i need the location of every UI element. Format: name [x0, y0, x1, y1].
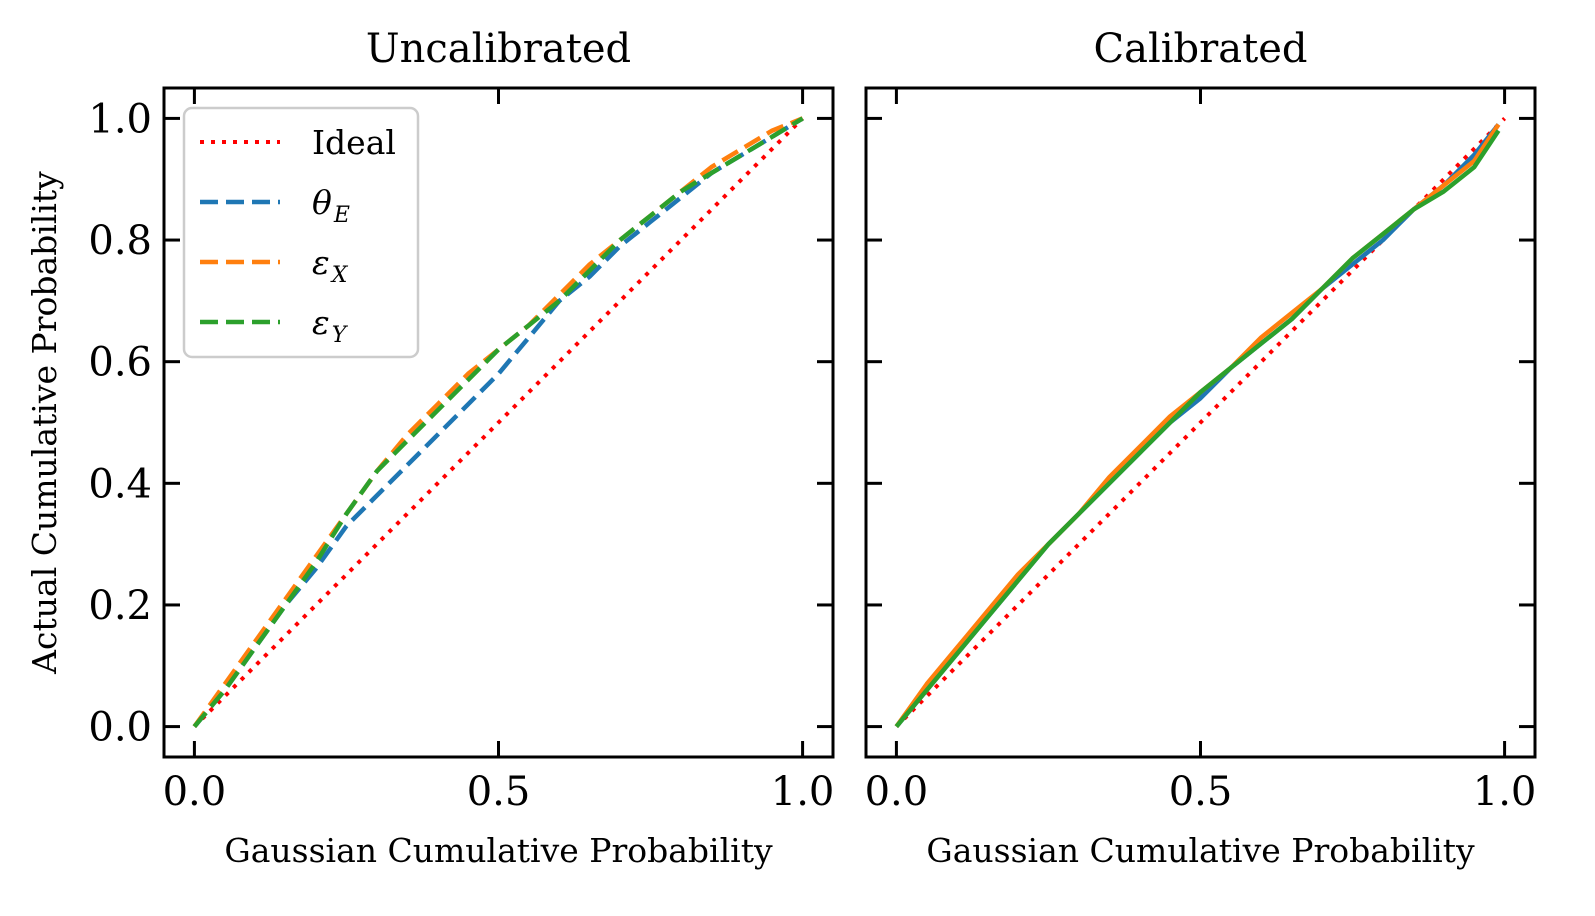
x-tick-label: 1.0 [771, 769, 835, 815]
legend: Ideal θE εX εY [182, 106, 420, 359]
legend-label: εY [312, 303, 349, 348]
legend-box [182, 106, 420, 359]
panel-uncalibrated: Uncalibrated 0.0 0.5 1.0 0.0 0.2 0.4 0.6 0.8 1.0 G… [25, 26, 835, 870]
x-tick-label: 0.5 [467, 769, 531, 815]
legend-label: θE [312, 183, 350, 228]
series-line-2 [192, 116, 804, 728]
x-tick-label: 0.0 [163, 769, 227, 815]
y-tick-label: 0.6 [88, 340, 152, 386]
y-tick-label: 0.4 [88, 461, 152, 507]
legend-label: Ideal [312, 123, 396, 162]
plot-area [894, 116, 1507, 729]
chart-title: Calibrated [1094, 26, 1308, 72]
series-line-3 [192, 116, 804, 729]
x-axis-label: Gaussian Cumulative Probability [926, 831, 1475, 870]
x-tick-label: 1.0 [1473, 769, 1537, 815]
y-tick-label: 1.0 [88, 96, 152, 142]
y-axis-label: Actual Cumulative Probability [25, 171, 64, 675]
series-line-0 [192, 116, 805, 729]
plot-area [192, 116, 805, 729]
y-tick-label: 0.0 [88, 705, 152, 751]
legend-label: εX [312, 243, 349, 288]
y-tick-label: 0.8 [88, 218, 152, 264]
y-tick-label: 0.2 [88, 583, 152, 629]
panel-calibrated: Calibrated 0.0 0.5 1.0 Gaussian Cumulative P… [864, 26, 1537, 870]
series-line-3 [894, 129, 1501, 729]
chart-title: Uncalibrated [366, 26, 631, 72]
x-axis-label: Gaussian Cumulative Probability [224, 831, 773, 870]
x-tick-label: 0.5 [1169, 769, 1233, 815]
x-tick-label: 0.0 [865, 769, 929, 815]
